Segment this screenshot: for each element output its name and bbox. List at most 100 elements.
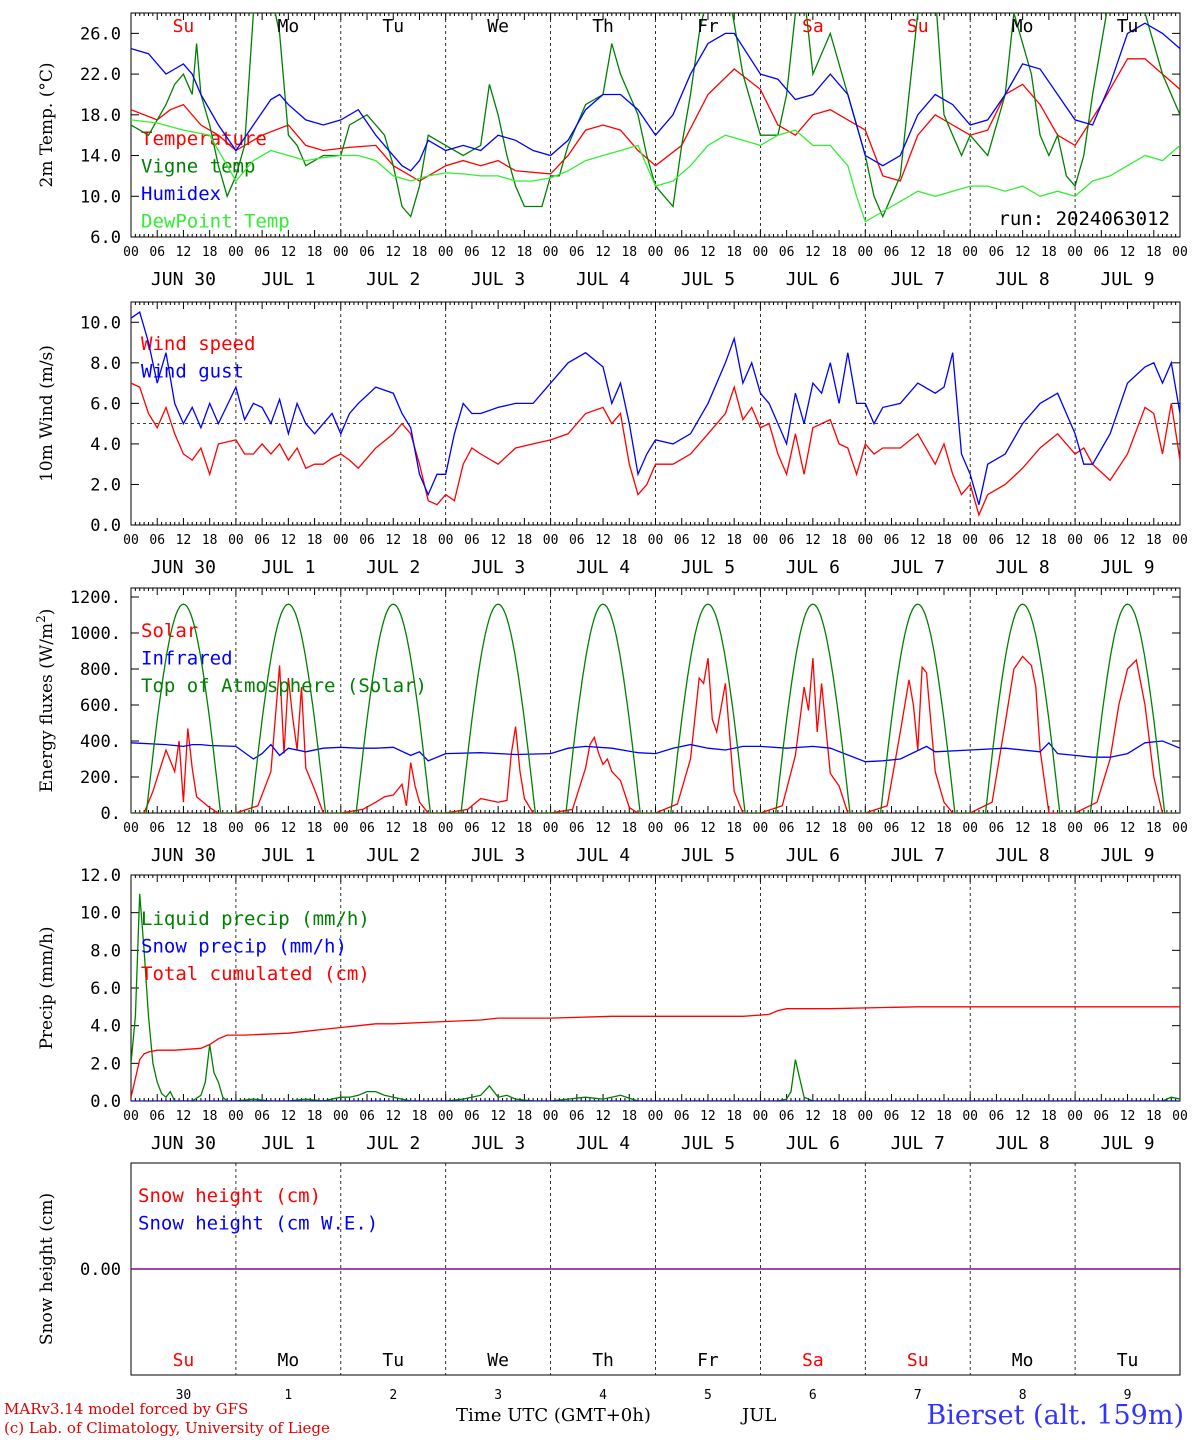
hour-label: 06 bbox=[674, 533, 690, 548]
hour-label: 18 bbox=[202, 533, 218, 548]
date-label: JUL 6 bbox=[786, 845, 840, 866]
hour-label: 18 bbox=[726, 1109, 742, 1124]
hour-label: 00 bbox=[962, 821, 978, 836]
hour-label: 06 bbox=[989, 1109, 1005, 1124]
hour-label: 18 bbox=[1041, 821, 1057, 836]
hour-label: 12 bbox=[595, 245, 611, 260]
hour-label: 18 bbox=[412, 821, 428, 836]
y-tick-label: 4.0 bbox=[90, 435, 121, 455]
hour-label: 18 bbox=[1041, 245, 1057, 260]
hour-label: 12 bbox=[700, 1109, 716, 1124]
hour-label: 06 bbox=[674, 245, 690, 260]
hour-label: 06 bbox=[254, 1109, 270, 1124]
hour-label: 00 bbox=[857, 533, 873, 548]
weekday-label: Su bbox=[173, 1350, 195, 1371]
weekday-label: Th bbox=[592, 1350, 614, 1371]
hour-label: 00 bbox=[648, 533, 664, 548]
hour-label: 00 bbox=[333, 821, 349, 836]
hour-label: 18 bbox=[621, 533, 637, 548]
hour-label: 06 bbox=[359, 245, 375, 260]
hour-label: 12 bbox=[805, 1109, 821, 1124]
hour-label: 00 bbox=[543, 821, 559, 836]
date-label: JUL 5 bbox=[681, 1133, 735, 1154]
hour-label: 12 bbox=[176, 1109, 192, 1124]
hour-label: 06 bbox=[884, 1109, 900, 1124]
y-tick-label: 600. bbox=[80, 696, 121, 716]
date-label: JUL 2 bbox=[366, 269, 420, 290]
y-tick-label: 6.0 bbox=[90, 228, 121, 248]
hour-label: 12 bbox=[700, 821, 716, 836]
hour-label: 00 bbox=[753, 821, 769, 836]
series-line-dewpoint-temp bbox=[131, 119, 1180, 223]
hour-label: 18 bbox=[621, 245, 637, 260]
series-line-top-of-atmosphere-solar- bbox=[131, 603, 1180, 813]
hour-label: 12 bbox=[385, 821, 401, 836]
date-label: JUL 9 bbox=[1100, 845, 1154, 866]
hour-label: 18 bbox=[412, 533, 428, 548]
hour-label: 12 bbox=[700, 245, 716, 260]
day-number-label: 2 bbox=[389, 1388, 397, 1403]
date-label: JUL 6 bbox=[786, 557, 840, 578]
hour-label: 06 bbox=[464, 1109, 480, 1124]
hour-label: 06 bbox=[1093, 533, 1109, 548]
weekday-label: Mo bbox=[278, 16, 300, 37]
panel-wind: 10.0 8.0 6.0 4.0 2.0 0.0 10m Wind (m/s) Wind sp… bbox=[37, 301, 1188, 578]
hour-label: 18 bbox=[831, 821, 847, 836]
weekday-label: Fr bbox=[697, 1350, 719, 1371]
hour-label: 06 bbox=[149, 533, 165, 548]
hour-label: 18 bbox=[621, 821, 637, 836]
y-tick-label: 0.00 bbox=[80, 1260, 121, 1280]
date-label: JUL 5 bbox=[681, 269, 735, 290]
hour-label: 12 bbox=[1120, 245, 1136, 260]
weekday-label: Mo bbox=[278, 1350, 300, 1371]
hour-label: 00 bbox=[123, 533, 139, 548]
hour-label: 06 bbox=[254, 245, 270, 260]
date-label: JUL 4 bbox=[576, 557, 630, 578]
hour-label: 18 bbox=[202, 1109, 218, 1124]
y-tick-label: 400. bbox=[80, 732, 121, 752]
hour-label: 06 bbox=[779, 245, 795, 260]
hour-label: 06 bbox=[254, 821, 270, 836]
hour-label: 12 bbox=[281, 245, 297, 260]
plot-frame bbox=[130, 587, 1181, 814]
hour-label: 12 bbox=[176, 245, 192, 260]
weekday-label: Tu bbox=[382, 16, 404, 37]
hour-label: 00 bbox=[962, 1109, 978, 1124]
hour-label: 12 bbox=[281, 533, 297, 548]
hour-label: 06 bbox=[674, 1109, 690, 1124]
hour-label: 12 bbox=[1015, 1109, 1031, 1124]
y-tick-label: 1000. bbox=[70, 624, 121, 644]
hour-label: 06 bbox=[254, 533, 270, 548]
hour-label: 18 bbox=[936, 245, 952, 260]
hour-label: 06 bbox=[149, 821, 165, 836]
date-label: JUL 6 bbox=[786, 1133, 840, 1154]
y-tick-label: 6.0 bbox=[90, 979, 121, 999]
hour-label: 00 bbox=[438, 821, 454, 836]
hour-label: 12 bbox=[1015, 533, 1031, 548]
day-number-label: 7 bbox=[914, 1388, 922, 1403]
y-axis-label: Snow height (cm) bbox=[37, 1193, 57, 1345]
date-label: JUN 30 bbox=[151, 557, 216, 578]
y-tick-label: 0. bbox=[101, 804, 121, 824]
hour-label: 18 bbox=[831, 1109, 847, 1124]
x-axis-label: Time UTC (GMT+0h) bbox=[456, 1405, 651, 1426]
hour-label: 12 bbox=[490, 533, 506, 548]
y-axis-label: 2m Temp. (°C) bbox=[37, 62, 57, 187]
hour-label: 18 bbox=[202, 245, 218, 260]
hour-label: 12 bbox=[385, 533, 401, 548]
hour-label: 18 bbox=[412, 1109, 428, 1124]
day-number-label: 3 bbox=[494, 1388, 502, 1403]
y-tick-label: 2.0 bbox=[90, 1054, 121, 1074]
hour-label: 18 bbox=[1041, 1109, 1057, 1124]
series-line-wind-speed bbox=[131, 382, 1180, 517]
hour-label: 06 bbox=[569, 1109, 585, 1124]
hour-label: 00 bbox=[962, 533, 978, 548]
hour-label: 12 bbox=[910, 245, 926, 260]
day-number-label: 6 bbox=[809, 1388, 817, 1403]
hour-label: 18 bbox=[831, 245, 847, 260]
hour-label: 00 bbox=[228, 821, 244, 836]
hour-label: 00 bbox=[1172, 245, 1188, 260]
date-label: JUL 9 bbox=[1100, 1133, 1154, 1154]
hour-label: 00 bbox=[1172, 533, 1188, 548]
